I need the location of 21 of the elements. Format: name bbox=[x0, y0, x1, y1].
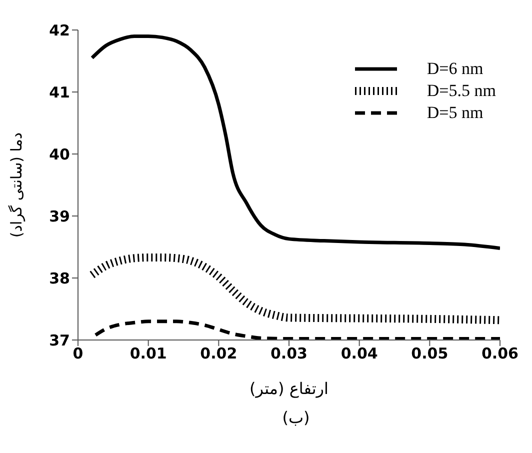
line-series bbox=[90, 34, 500, 250]
y-tick-label: 42 bbox=[49, 21, 70, 40]
x-axis-title: ارتفاع (متر) bbox=[250, 379, 328, 398]
x-tick-label: 0.01 bbox=[130, 344, 167, 363]
y-tick-label: 37 bbox=[49, 331, 70, 350]
x-tick-label: 0.03 bbox=[270, 344, 308, 363]
legend-label: D=5.5 nm bbox=[426, 80, 496, 102]
y-tick-label: 41 bbox=[49, 83, 70, 102]
line-series bbox=[94, 320, 500, 340]
legend-label: D=6 nm bbox=[426, 58, 484, 80]
y-tick-label: 39 bbox=[49, 207, 70, 226]
y-axis-title: دما (سانتی گراد) bbox=[7, 132, 26, 238]
y-tick-label: 38 bbox=[49, 269, 70, 288]
x-tick-label: 0.02 bbox=[200, 344, 238, 363]
x-tick-label: 0.06 bbox=[481, 344, 519, 363]
y-tick-label: 40 bbox=[49, 145, 70, 164]
text: (ب) bbox=[281, 408, 311, 427]
legend-label: D=5 nm bbox=[426, 102, 484, 124]
x-tick-label: 0.05 bbox=[411, 344, 448, 363]
x-tick-label: 0 bbox=[72, 344, 84, 363]
x-tick-label: 0.04 bbox=[340, 344, 378, 363]
